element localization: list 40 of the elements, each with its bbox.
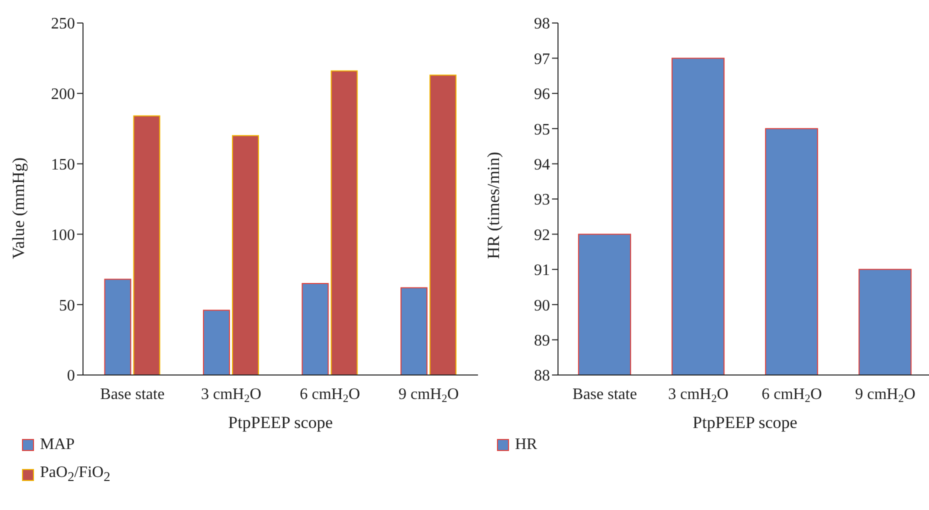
x-tick-label: Base state [572, 386, 637, 403]
y-tick-label: 92 [534, 226, 550, 244]
x-tick-label: 3 cmH$_{2}$O [668, 386, 728, 406]
y-tick-label: 100 [51, 226, 75, 244]
bar [133, 115, 160, 375]
y-tick-label: 98 [534, 16, 550, 33]
x-tick-label: Base state [100, 386, 165, 403]
y-tick-label: 95 [534, 121, 550, 138]
y-tick-label: 89 [534, 332, 550, 350]
y-tick-label: 88 [534, 368, 550, 385]
y-tick-label: 91 [534, 262, 550, 280]
x-tick-label: 9 cmH$_{2}$O [398, 386, 459, 406]
bar [104, 278, 132, 375]
legend-label: HR [515, 436, 538, 454]
y-tick-label: 250 [51, 16, 75, 33]
bar [232, 135, 259, 375]
bar [330, 70, 358, 375]
y-axis-title: Value (mmHg) [9, 157, 28, 259]
x-axis-title: PtpPEEP scope [228, 413, 333, 432]
x-axis-title: PtpPEEP scope [692, 413, 798, 432]
y-tick-label: 94 [534, 156, 550, 174]
x-tick-label: 6 cmH$_{2}$O [300, 386, 360, 406]
bar [202, 310, 230, 375]
x-tick-label: 3 cmH$_{2}$O [200, 386, 262, 406]
legend-label: MAP [40, 436, 75, 454]
x-tick-label: 9 cmH$_{2}$O [855, 386, 916, 406]
bar [429, 74, 456, 375]
y-tick-label: 93 [534, 192, 550, 209]
y-tick-label: 150 [51, 156, 75, 174]
legend-label: PaO$_{2}$/FiO$_{2}$ [40, 464, 110, 486]
y-tick-label: 90 [534, 297, 550, 314]
x-tick-label: 6 cmH$_{2}$O [762, 386, 822, 406]
bar [400, 287, 428, 375]
bar [302, 282, 329, 375]
y-tick-label: 0 [67, 368, 75, 385]
y-tick-label: 96 [534, 86, 550, 104]
y-axis-title: HR (times/min) [484, 152, 504, 259]
y-tick-label: 50 [59, 297, 75, 314]
y-tick-label: 97 [534, 50, 550, 68]
y-tick-label: 200 [51, 86, 75, 104]
